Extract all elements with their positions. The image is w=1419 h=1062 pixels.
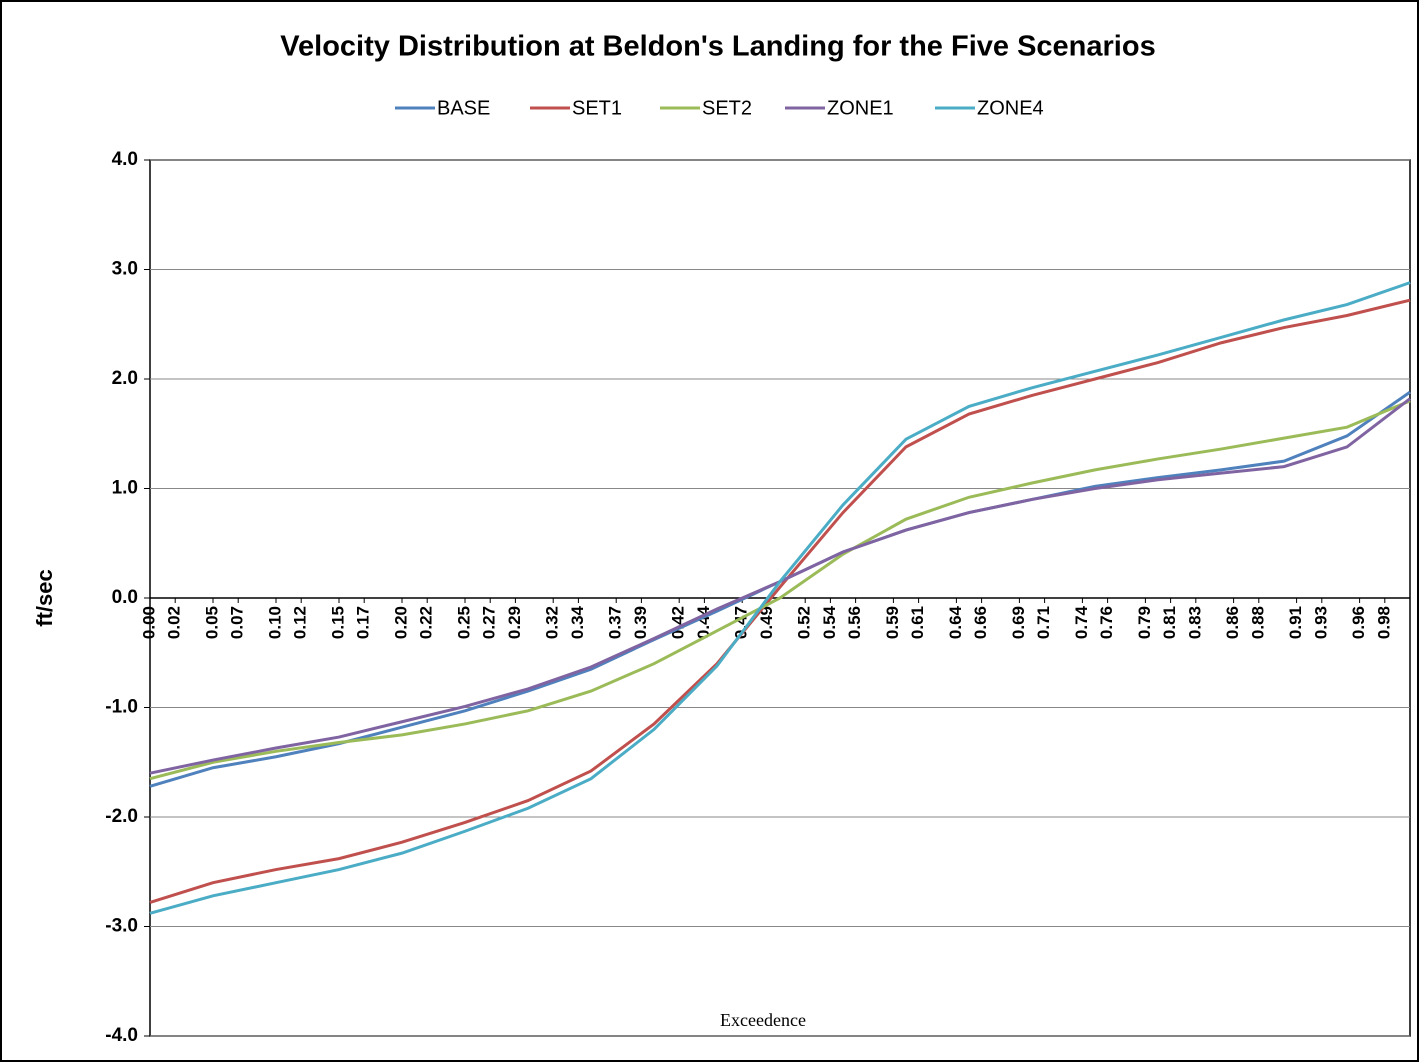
x-tick-label: 0.86: [1223, 606, 1242, 639]
x-tick-label: 0.81: [1160, 606, 1179, 639]
x-tick-label: 0.02: [165, 606, 184, 639]
x-axis-label: Exceedence: [720, 1010, 806, 1030]
x-tick-label: 0.76: [1097, 606, 1116, 639]
x-tick-label: 0.05: [202, 606, 221, 639]
y-tick-label: 2.0: [112, 368, 138, 389]
x-tick-label: 0.79: [1135, 606, 1154, 639]
series-line: [149, 298, 1411, 904]
x-tick-label: 0.69: [1009, 606, 1028, 639]
x-tick-label: 0.74: [1072, 605, 1091, 639]
x-tick-label: 0.17: [354, 606, 373, 639]
y-tick-label: -3.0: [105, 916, 138, 937]
x-tick-label: 0.10: [265, 606, 284, 639]
legend-label: ZONE1: [827, 97, 894, 119]
x-tick-label: 0.37: [606, 606, 625, 639]
x-tick-label: 0.59: [883, 606, 902, 639]
series-line: [149, 281, 1411, 915]
x-tick-label: 0.54: [820, 605, 839, 639]
y-tick-label: -4.0: [105, 1025, 138, 1046]
y-tick-label: 3.0: [112, 259, 138, 280]
x-tick-label: 0.49: [757, 606, 776, 639]
x-tick-label: 0.66: [971, 606, 990, 639]
legend-label: BASE: [437, 97, 490, 119]
x-tick-label: 0.83: [1185, 606, 1204, 639]
x-tick-label: 0.12: [291, 606, 310, 639]
y-tick-label: -1.0: [105, 697, 138, 718]
y-tick-label: 1.0: [112, 478, 138, 499]
legend-label: ZONE4: [977, 97, 1044, 119]
x-tick-label: 0.91: [1286, 606, 1305, 639]
x-tick-label: 0.00: [139, 606, 158, 639]
x-tick-label: 0.22: [417, 606, 436, 639]
x-tick-label: 0.96: [1349, 606, 1368, 639]
y-tick-label: 4.0: [112, 149, 138, 170]
chart-title: Velocity Distribution at Beldon's Landin…: [280, 31, 1155, 63]
x-tick-label: 0.71: [1034, 606, 1053, 639]
x-tick-label: 0.88: [1248, 606, 1267, 639]
series-line: [149, 399, 1411, 781]
y-axis-label: ft/sec: [32, 569, 57, 626]
x-tick-label: 0.61: [908, 606, 927, 639]
x-tick-label: 0.29: [505, 606, 524, 639]
x-tick-label: 0.34: [568, 605, 587, 639]
x-tick-label: 0.52: [795, 606, 814, 639]
legend-label: SET1: [572, 97, 622, 119]
x-tick-label: 0.07: [228, 606, 247, 639]
y-tick-label: -2.0: [105, 806, 138, 827]
x-tick-label: 0.93: [1311, 606, 1330, 639]
x-tick-label: 0.27: [480, 606, 499, 639]
x-tick-label: 0.20: [391, 606, 410, 639]
y-tick-label: 0.0: [112, 587, 138, 608]
x-tick-label: 0.15: [328, 606, 347, 639]
x-tick-label: 0.39: [631, 606, 650, 639]
x-tick-label: 0.56: [845, 606, 864, 639]
x-tick-label: 0.64: [946, 605, 965, 639]
x-tick-label: 0.32: [543, 606, 562, 639]
x-tick-label: 0.25: [454, 606, 473, 639]
x-tick-label: 0.98: [1374, 606, 1393, 639]
legend-label: SET2: [702, 97, 752, 119]
